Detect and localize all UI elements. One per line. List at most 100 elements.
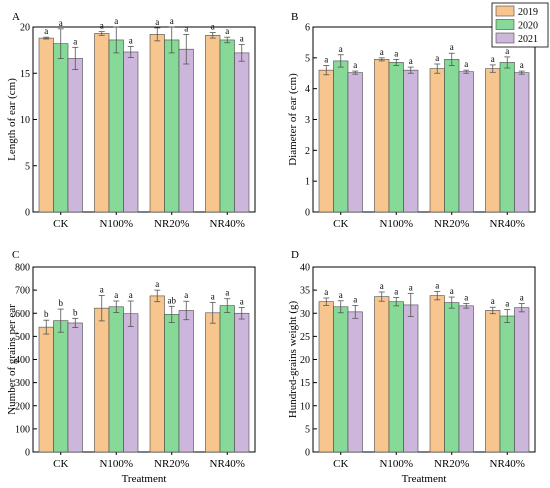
bar-ck-2020	[53, 43, 69, 213]
significance-letter: b	[59, 298, 64, 308]
bar-nr20-2021	[178, 48, 194, 213]
y-tick-label: 5	[25, 161, 30, 172]
bar-nr40-2020	[499, 62, 515, 213]
x-tick-label-nr40: NR40%	[490, 218, 525, 230]
bar-nr20-2019	[149, 34, 165, 213]
x-axis-label: Treatment	[402, 473, 447, 485]
y-tick-label: 4	[305, 84, 310, 95]
significance-letter: a	[380, 47, 384, 57]
y-tick-label: 15	[300, 378, 310, 389]
y-tick-label: 300	[15, 378, 30, 389]
x-tick-label-nr40: NR40%	[210, 458, 245, 470]
x-tick-label-nr40: NR40%	[490, 458, 525, 470]
panel-letter: A	[12, 11, 20, 23]
y-tick-label: 500	[15, 332, 30, 343]
bar-nr40-2021	[234, 312, 250, 453]
y-tick-label: 3	[305, 115, 310, 126]
significance-letter: a	[505, 299, 509, 309]
significance-letter: a	[394, 48, 398, 58]
bar-nr20-2020	[444, 59, 460, 213]
significance-letter: a	[464, 59, 468, 69]
x-tick-label-nr20: NR20%	[434, 218, 469, 230]
significance-letter: a	[409, 56, 413, 66]
x-tick-label-ck: CK	[53, 218, 68, 230]
significance-letter: a	[155, 17, 159, 27]
bar-nr40-2021	[514, 307, 530, 453]
x-axis-label: Treatment	[122, 473, 167, 485]
significance-letter: ab	[168, 295, 177, 305]
significance-letter: a	[409, 282, 413, 292]
bar-nr20-2020	[444, 302, 460, 453]
legend: 2019 2020 2021	[491, 2, 549, 48]
y-tick-label: 600	[15, 309, 30, 320]
bar-ck-2020	[333, 306, 349, 453]
bar-n100-2019	[374, 59, 390, 213]
bar-n100-2021	[403, 304, 419, 453]
x-tick-label-n100: N100%	[99, 218, 133, 230]
bar-nr40-2019	[205, 312, 221, 453]
y-tick-label: 40	[300, 263, 310, 274]
y-tick-label: 5	[305, 53, 310, 64]
bar-nr20-2019	[429, 68, 445, 213]
significance-letter: a	[324, 55, 328, 65]
bar-nr20-2021	[458, 305, 474, 453]
bar-n100-2021	[403, 69, 419, 213]
significance-letter: a	[491, 296, 495, 306]
y-tick-label: 700	[15, 286, 30, 297]
x-tick-label-nr40: NR40%	[210, 218, 245, 230]
y-axis-label: Hundred-grains weight (g)	[287, 301, 299, 419]
legend-label-2021: 2021	[518, 34, 538, 45]
y-tick-label: 15	[20, 69, 30, 80]
bar-nr20-2019	[149, 295, 165, 453]
significance-letter: a	[170, 16, 174, 26]
significance-letter: a	[353, 60, 357, 70]
x-tick-label-n100: N100%	[99, 458, 133, 470]
significance-letter: a	[339, 44, 343, 54]
y-tick-label: 20	[20, 23, 30, 34]
y-tick-label: 30	[300, 309, 310, 320]
bar-n100-2020	[388, 62, 404, 213]
legend-label-2020: 2020	[518, 21, 538, 32]
bar-ck-2021	[347, 72, 363, 213]
significance-letter: a	[450, 286, 454, 296]
bar-n100-2020	[108, 39, 124, 213]
x-tick-label-nr20: NR20%	[154, 458, 189, 470]
significance-letter: a	[129, 35, 133, 45]
x-tick-label-ck: CK	[53, 458, 68, 470]
bar-ck-2019	[38, 326, 54, 453]
y-tick-label: 25	[300, 332, 310, 343]
significance-letter: b	[73, 307, 78, 317]
bar-nr20-2021	[178, 310, 194, 453]
bar-nr20-2020	[164, 39, 180, 213]
bar-ck-2021	[67, 322, 83, 453]
y-tick-label: 10	[20, 115, 30, 126]
y-tick-label: 35	[300, 286, 310, 297]
y-tick-label: 400	[15, 355, 30, 366]
legend-swatch-2020	[495, 19, 515, 30]
bar-ck-2020	[333, 60, 349, 213]
y-axis-label: Diameter of ear (cm)	[287, 73, 299, 166]
significance-letter: a	[353, 294, 357, 304]
y-tick-label: 0	[25, 448, 30, 459]
significance-letter: a	[129, 290, 133, 300]
significance-letter: a	[59, 18, 63, 28]
significance-letter: a	[324, 287, 328, 297]
significance-letter: a	[520, 60, 524, 70]
y-tick-label: 6	[305, 23, 310, 34]
y-axis-label: Number of grains per ear	[6, 304, 18, 415]
legend-swatch-2019	[495, 5, 515, 17]
panel-letter: B	[291, 11, 298, 23]
bar-ck-2019	[38, 37, 54, 213]
bar-nr40-2019	[485, 68, 501, 213]
bar-n100-2021	[123, 51, 139, 213]
bar-nr20-2020	[164, 314, 180, 453]
y-tick-label: 10	[300, 401, 310, 412]
bar-nr40-2020	[499, 315, 515, 453]
bar-nr20-2021	[458, 71, 474, 213]
bar-n100-2021	[123, 313, 139, 453]
significance-letter: a	[225, 288, 229, 298]
panel-c: C 0 100 200 300 400 500 600 700 800 Number of grai…	[6, 249, 256, 485]
bar-nr40-2019	[205, 35, 221, 213]
